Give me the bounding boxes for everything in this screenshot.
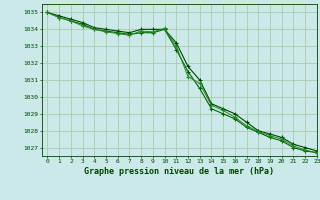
X-axis label: Graphe pression niveau de la mer (hPa): Graphe pression niveau de la mer (hPa) (84, 167, 274, 176)
